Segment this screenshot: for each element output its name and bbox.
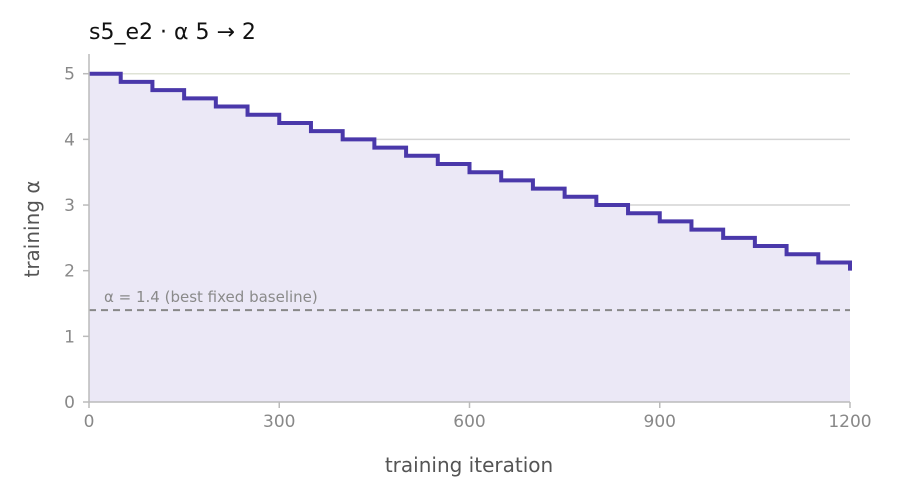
x-axis-label: training iteration	[385, 453, 553, 477]
x-tick-label: 900	[644, 412, 676, 432]
y-axis-label: training α	[20, 180, 44, 277]
x-tick-label: 1200	[828, 412, 871, 432]
reference-line-group: α = 1.4 (best fixed baseline)	[89, 288, 850, 312]
y-tick-label: 5	[64, 65, 75, 85]
y-tick-label: 3	[64, 196, 75, 216]
series-step-line	[89, 71, 852, 271]
x-tick-label: 300	[263, 412, 295, 432]
y-tick-label: 4	[64, 130, 75, 150]
tick-marks: 0 300 600 900 1200 0 1 2 3 4 5	[64, 65, 871, 432]
y-tick-label: 2	[64, 262, 75, 282]
x-tick-label: 600	[453, 412, 485, 432]
y-tick-label: 0	[64, 393, 75, 413]
y-tick-label: 1	[64, 327, 75, 347]
chart-title: s5_e2 · α 5 → 2	[89, 20, 256, 45]
x-tick-label: 0	[84, 412, 95, 432]
step-area-fill	[89, 73, 850, 402]
baseline-reference-label: α = 1.4 (best fixed baseline)	[104, 288, 318, 306]
